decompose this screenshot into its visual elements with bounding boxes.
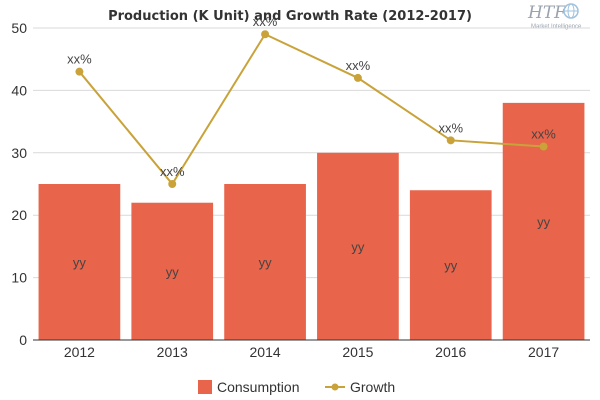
legend: Consumption Growth [198,379,395,395]
y-tick-label: 0 [19,332,27,348]
bar-data-labels: yy yy yy yy yy yy [73,214,551,279]
bar-consumption [502,102,585,340]
x-tick-label: 2016 [435,344,466,360]
bar-consumption [224,184,306,340]
x-tick-label: 2012 [64,344,95,360]
bar-consumption [409,190,492,340]
logo-subtext: Market Intelligence [531,24,582,30]
growth-point [168,180,177,188]
bar-consumption [38,184,121,340]
bar-data-label: yy [73,255,87,270]
growth-line [78,32,544,186]
growth-data-label: xx% [67,52,92,67]
growth-point [539,142,548,151]
bar-consumption [131,202,214,340]
bar-consumption [317,152,399,340]
legend-label-growth: Growth [350,379,395,395]
chart-title: Production (K Unit) and Growth Rate (201… [108,9,472,24]
globe-icon [563,3,579,19]
x-axis: 2012 2013 2014 2015 2016 2017 [33,339,590,360]
bar-data-label: yy [259,255,273,270]
y-tick-label: 40 [11,82,27,98]
y-tick-label: 50 [11,20,27,36]
bar-data-label: yy [444,258,458,273]
growth-data-label: xx% [160,164,185,179]
growth-point [446,136,455,145]
x-tick-label: 2015 [342,344,373,360]
y-tick-label: 10 [11,270,27,286]
growth-data-label: xx% [346,58,371,73]
y-tick-label: 30 [11,145,27,161]
growth-data-label: xx% [531,127,556,142]
bar-data-label: yy [537,214,551,229]
consumption-bars [38,102,585,340]
y-tick-label: 20 [11,207,27,223]
x-tick-label: 2017 [528,344,559,360]
growth-point [353,73,362,82]
x-tick-label: 2013 [157,344,188,360]
legend-swatch-consumption [198,380,212,394]
y-axis: 0 10 20 30 40 50 [11,20,27,348]
legend-swatch-growth [325,383,345,391]
bar-data-label: yy [166,264,180,279]
growth-point [75,67,84,76]
gridlines [33,27,590,279]
growth-line-series [75,30,548,188]
growth-point [261,30,270,39]
growth-data-labels: xx% xx% xx% xx% xx% xx% [67,14,556,179]
growth-data-label: xx% [438,120,463,135]
legend-label-consumption: Consumption [217,379,300,395]
logo-text: HTF [527,3,567,23]
growth-data-label: xx% [253,14,278,29]
x-tick-label: 2014 [250,344,281,360]
bar-data-label: yy [351,239,365,254]
htf-logo: HTF Market Intelligence [527,3,582,30]
